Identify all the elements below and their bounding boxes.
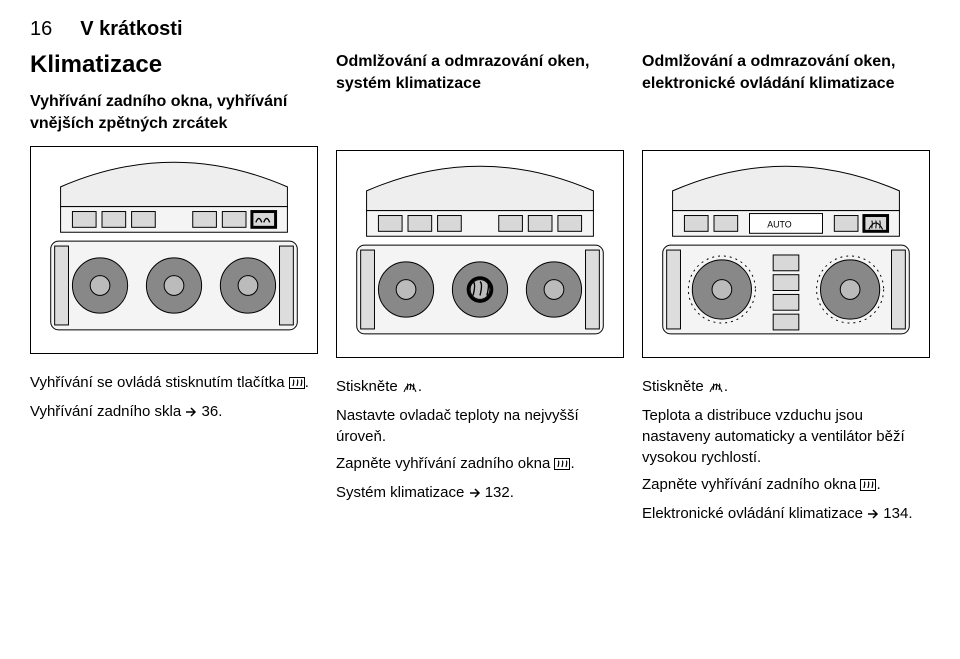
rear-defrost-icon xyxy=(860,476,876,497)
paragraph: Vyhřívání se ovládá stisknutím tlačítka … xyxy=(30,372,318,395)
text: . xyxy=(724,378,728,395)
text: Zapněte vyhřívání zadního okna xyxy=(642,476,860,493)
sub-title-3: Odmlžování a odmrazování oken, elektroni… xyxy=(642,51,930,94)
rear-defrost-icon xyxy=(289,374,305,395)
paragraph: Stiskněte . xyxy=(642,376,930,399)
paragraph: Systém klimatizace 132. xyxy=(336,482,624,505)
sub-title-2: Odmlžování a odmrazování oken, systém kl… xyxy=(336,51,624,94)
xref: 132 xyxy=(485,484,510,501)
xref-icon xyxy=(185,403,197,424)
illustration-1 xyxy=(30,146,318,354)
paragraph: Zapněte vyhřívání zadního okna . xyxy=(336,453,624,476)
page-number: 16 xyxy=(30,18,52,41)
paragraph: Nastavte ovladač teploty na nejvyšší úro… xyxy=(336,405,624,447)
demist-icon xyxy=(708,378,724,399)
section-title: Klimatizace xyxy=(30,51,318,79)
text: . xyxy=(305,374,309,391)
xref: 36 xyxy=(202,403,219,420)
text: . xyxy=(510,484,514,501)
text: Stiskněte xyxy=(642,378,708,395)
xref-icon xyxy=(867,505,879,526)
text: . xyxy=(218,403,222,420)
demist-icon xyxy=(402,378,418,399)
text: Vyhřívání se ovládá stisknutím tlačítka xyxy=(30,374,289,391)
text: . xyxy=(418,378,422,395)
xref-icon xyxy=(469,484,481,505)
text: . xyxy=(876,476,880,493)
text: Vyhřívání zadního skla xyxy=(30,403,185,420)
paragraph: Stiskněte . xyxy=(336,376,624,399)
column-1: Klimatizace Vyhřívání zadního okna, vyhř… xyxy=(30,51,318,532)
text: . xyxy=(570,455,574,472)
paragraph: Vyhřívání zadního skla 36. xyxy=(30,401,318,424)
illustration-3: AUTO xyxy=(642,150,930,358)
text: Elektronické ovládání klimatizace xyxy=(642,505,867,522)
svg-text:AUTO: AUTO xyxy=(767,220,792,230)
xref: 134 xyxy=(883,505,908,522)
text: . xyxy=(908,505,912,522)
sub-title-1: Vyhřívání zadního okna, vyhřívání vnější… xyxy=(30,91,318,134)
paragraph: Teplota a distribuce vzduchu jsou nastav… xyxy=(642,405,930,468)
illustration-2 xyxy=(336,150,624,358)
paragraph: Zapněte vyhřívání zadního okna . xyxy=(642,474,930,497)
rear-defrost-icon xyxy=(554,455,570,476)
text: Stiskněte xyxy=(336,378,402,395)
column-2: Odmlžování a odmrazování oken, systém kl… xyxy=(336,51,624,532)
text: Systém klimatizace xyxy=(336,484,469,501)
column-3: Odmlžování a odmrazování oken, elektroni… xyxy=(642,51,930,532)
chapter-title: V krátkosti xyxy=(80,18,182,41)
text: Zapněte vyhřívání zadního okna xyxy=(336,455,554,472)
paragraph: Elektronické ovládání klimatizace 134. xyxy=(642,503,930,526)
